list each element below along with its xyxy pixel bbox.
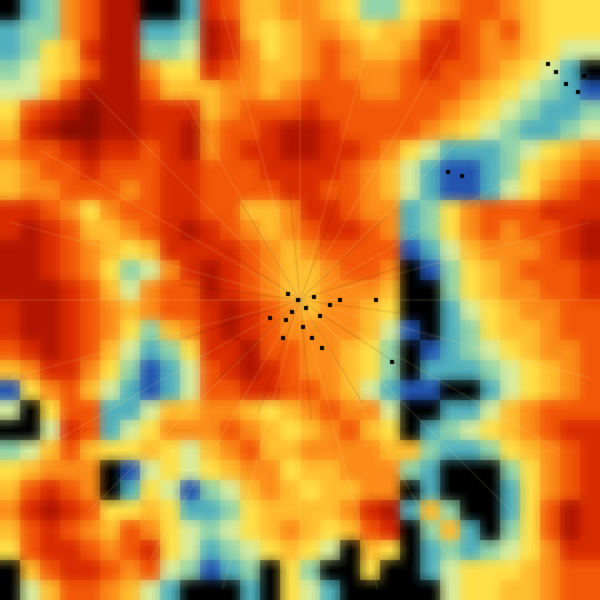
radar-image bbox=[0, 0, 600, 600]
radar-heatmap-canvas bbox=[0, 0, 600, 600]
